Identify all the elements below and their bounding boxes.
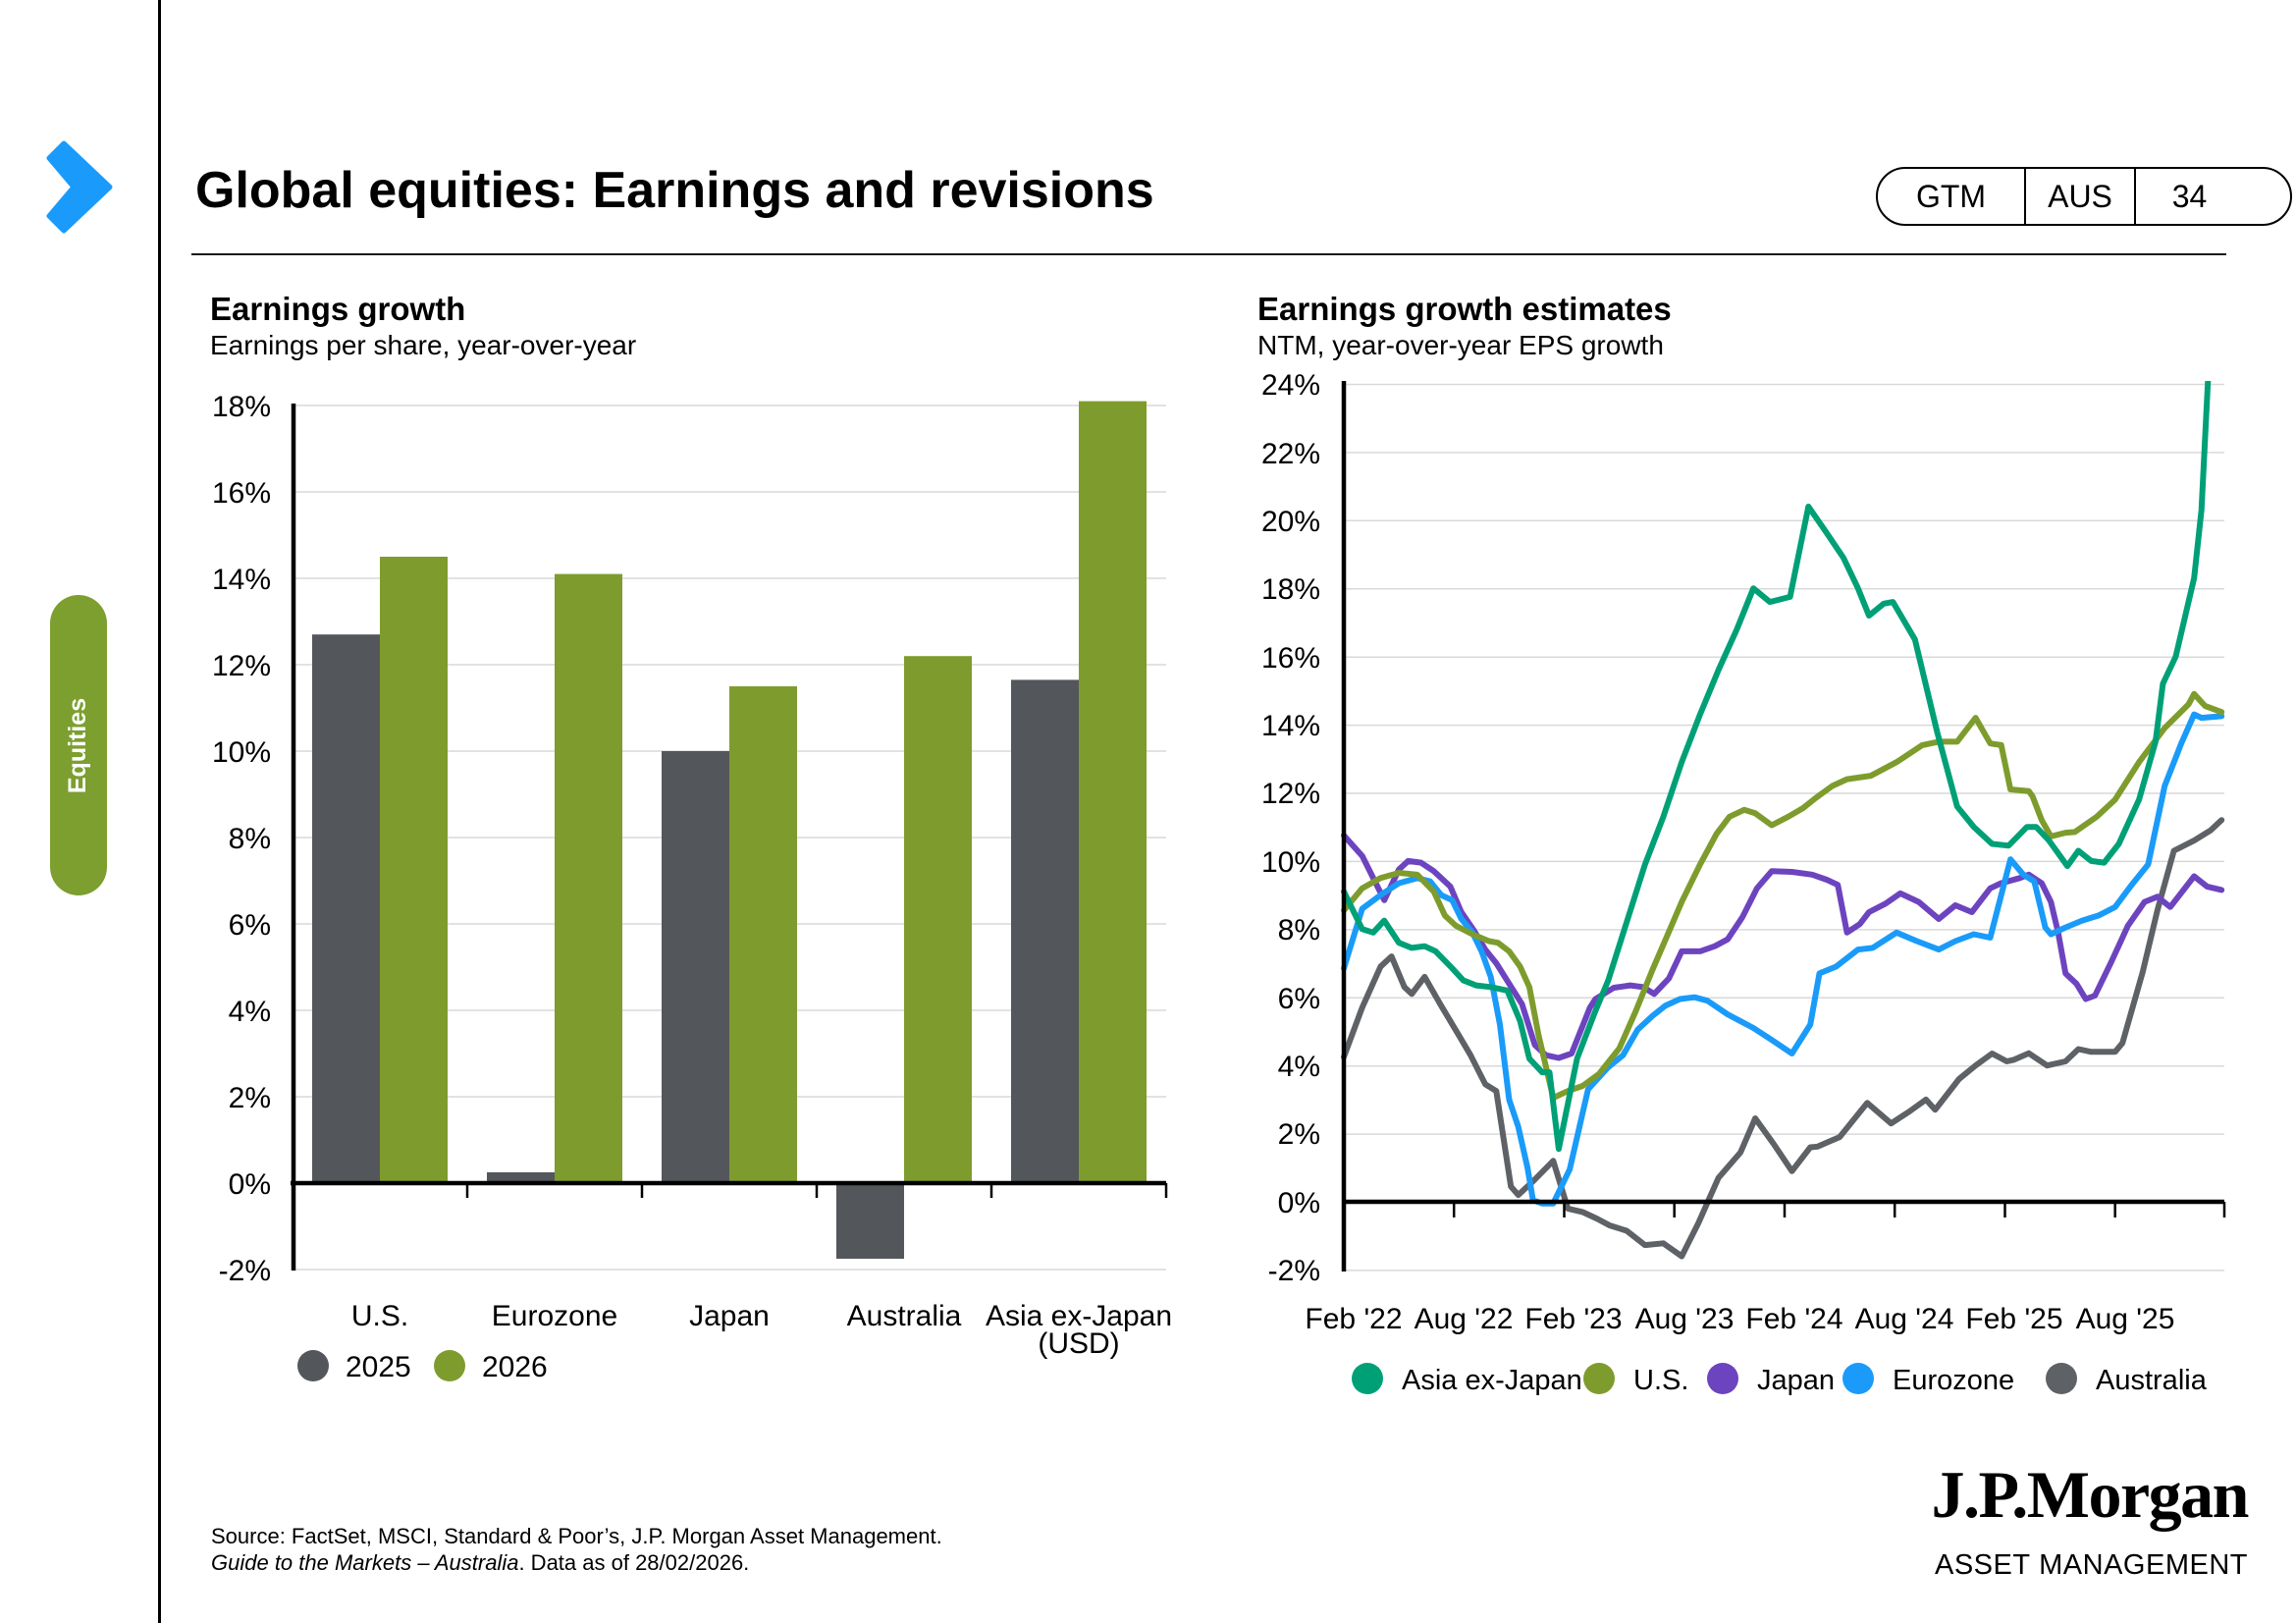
svg-text:14%: 14% (212, 564, 271, 596)
svg-text:8%: 8% (229, 823, 271, 855)
svg-text:Asia ex-Japan: Asia ex-Japan (1402, 1365, 1582, 1396)
svg-text:Aug '25: Aug '25 (2076, 1303, 2175, 1335)
svg-text:24%: 24% (1261, 369, 1320, 402)
svg-text:0%: 0% (1278, 1187, 1320, 1219)
svg-text:2%: 2% (229, 1082, 271, 1114)
svg-text:-2%: -2% (219, 1255, 271, 1287)
svg-text:2025: 2025 (346, 1351, 411, 1383)
svg-text:18%: 18% (212, 391, 271, 423)
svg-text:8%: 8% (1278, 914, 1320, 947)
svg-text:Japan: Japan (689, 1300, 770, 1332)
svg-text:22%: 22% (1261, 438, 1320, 470)
svg-text:10%: 10% (1261, 846, 1320, 879)
svg-text:Aug '23: Aug '23 (1635, 1303, 1735, 1335)
svg-text:U.S.: U.S. (351, 1300, 408, 1332)
svg-text:U.S.: U.S. (1633, 1365, 1688, 1396)
svg-text:Australia: Australia (847, 1300, 962, 1332)
svg-text:Aug '24: Aug '24 (1855, 1303, 1954, 1335)
svg-text:16%: 16% (1261, 642, 1320, 675)
svg-text:20%: 20% (1261, 506, 1320, 538)
svg-text:Asia ex-Japan: Asia ex-Japan (986, 1300, 1172, 1332)
svg-text:Aug '22: Aug '22 (1415, 1303, 1514, 1335)
svg-text:10%: 10% (212, 736, 271, 769)
svg-text:Feb '25: Feb '25 (1965, 1303, 2062, 1335)
svg-text:Feb '24: Feb '24 (1745, 1303, 1842, 1335)
svg-text:0%: 0% (229, 1168, 271, 1201)
svg-text:Eurozone: Eurozone (1893, 1365, 2014, 1396)
svg-text:12%: 12% (1261, 778, 1320, 810)
svg-text:Eurozone: Eurozone (492, 1300, 617, 1332)
svg-text:2026: 2026 (482, 1351, 548, 1383)
svg-text:18%: 18% (1261, 573, 1320, 606)
svg-text:4%: 4% (229, 996, 271, 1028)
svg-text:-2%: -2% (1268, 1255, 1320, 1287)
svg-text:6%: 6% (229, 909, 271, 942)
svg-text:(USD): (USD) (1038, 1327, 1119, 1360)
svg-text:16%: 16% (212, 477, 271, 510)
svg-text:4%: 4% (1278, 1051, 1320, 1083)
svg-text:Feb '23: Feb '23 (1524, 1303, 1622, 1335)
svg-text:6%: 6% (1278, 983, 1320, 1015)
svg-text:14%: 14% (1261, 710, 1320, 742)
svg-text:12%: 12% (212, 650, 271, 682)
svg-text:Feb '22: Feb '22 (1305, 1303, 1402, 1335)
svg-text:2%: 2% (1278, 1118, 1320, 1151)
svg-text:Japan: Japan (1757, 1365, 1835, 1396)
svg-text:Australia: Australia (2096, 1365, 2208, 1396)
